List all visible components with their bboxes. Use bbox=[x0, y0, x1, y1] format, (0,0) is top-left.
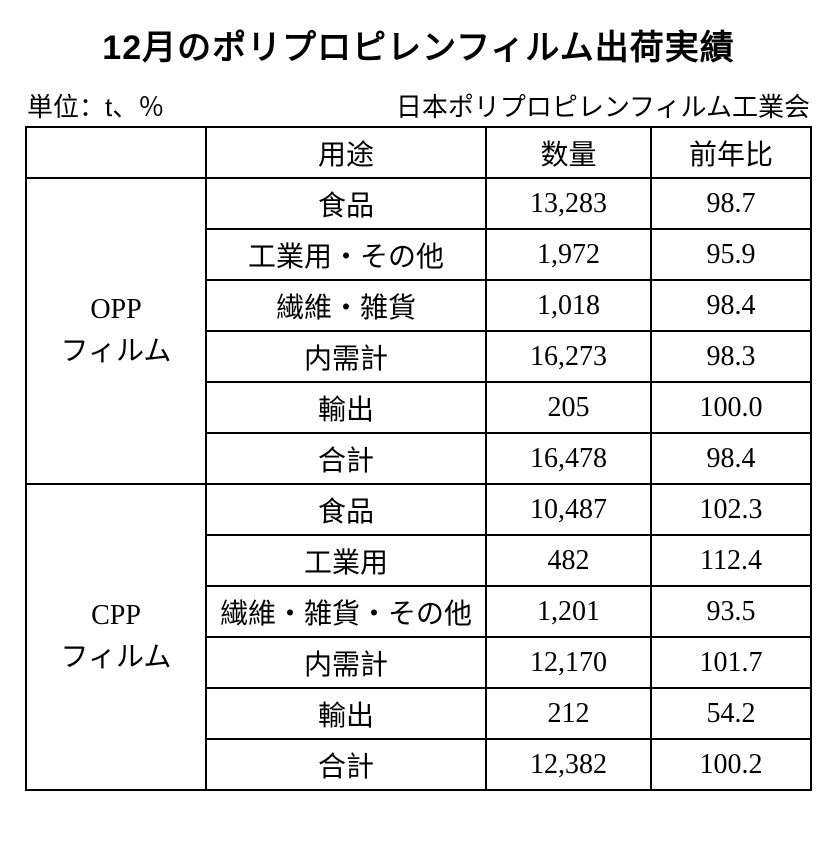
category-opp: OPP フィルム bbox=[26, 178, 206, 484]
ratio-cell: 112.4 bbox=[651, 535, 811, 586]
ratio-cell: 54.2 bbox=[651, 688, 811, 739]
quantity-cell: 10,487 bbox=[486, 484, 651, 535]
quantity-cell: 13,283 bbox=[486, 178, 651, 229]
ratio-cell: 100.0 bbox=[651, 382, 811, 433]
unit-label: 単位：t、％ bbox=[27, 87, 164, 124]
use-cell: 合計 bbox=[206, 739, 486, 790]
subheader-row: 単位：t、％ 日本ポリプロピレンフィルム工業会 bbox=[25, 87, 812, 124]
quantity-cell: 12,382 bbox=[486, 739, 651, 790]
table-row: OPP フィルム 食品 13,283 98.7 bbox=[26, 178, 811, 229]
table-row: CPP フィルム 食品 10,487 102.3 bbox=[26, 484, 811, 535]
use-cell: 輸出 bbox=[206, 382, 486, 433]
ratio-cell: 98.7 bbox=[651, 178, 811, 229]
ratio-cell: 101.7 bbox=[651, 637, 811, 688]
quantity-cell: 1,201 bbox=[486, 586, 651, 637]
quantity-cell: 16,478 bbox=[486, 433, 651, 484]
header-quantity: 数量 bbox=[486, 127, 651, 178]
category-cpp: CPP フィルム bbox=[26, 484, 206, 790]
use-cell: 内需計 bbox=[206, 331, 486, 382]
category-jp-label: フィルム bbox=[61, 642, 172, 673]
shipment-table: 用途 数量 前年比 OPP フィルム 食品 13,283 98.7 工業用・その… bbox=[25, 126, 812, 791]
ratio-cell: 102.3 bbox=[651, 484, 811, 535]
ratio-cell: 98.4 bbox=[651, 280, 811, 331]
header-ratio: 前年比 bbox=[651, 127, 811, 178]
use-cell: 工業用・その他 bbox=[206, 229, 486, 280]
quantity-cell: 205 bbox=[486, 382, 651, 433]
use-cell: 繊維・雑貨・その他 bbox=[206, 586, 486, 637]
ratio-cell: 95.9 bbox=[651, 229, 811, 280]
quantity-cell: 12,170 bbox=[486, 637, 651, 688]
header-use: 用途 bbox=[206, 127, 486, 178]
quantity-cell: 482 bbox=[486, 535, 651, 586]
use-cell: 繊維・雑貨 bbox=[206, 280, 486, 331]
use-cell: 輸出 bbox=[206, 688, 486, 739]
header-blank bbox=[26, 127, 206, 178]
page-title: 12月のポリプロピレンフィルム出荷実績 bbox=[25, 20, 812, 69]
ratio-cell: 93.5 bbox=[651, 586, 811, 637]
quantity-cell: 212 bbox=[486, 688, 651, 739]
use-cell: 食品 bbox=[206, 178, 486, 229]
use-cell: 工業用 bbox=[206, 535, 486, 586]
source-label: 日本ポリプロピレンフィルム工業会 bbox=[396, 87, 810, 124]
category-jp-label: フィルム bbox=[61, 336, 172, 367]
quantity-cell: 1,018 bbox=[486, 280, 651, 331]
category-en-label: OPP bbox=[90, 294, 141, 325]
category-en-label: CPP bbox=[91, 600, 141, 631]
quantity-cell: 16,273 bbox=[486, 331, 651, 382]
ratio-cell: 100.2 bbox=[651, 739, 811, 790]
ratio-cell: 98.4 bbox=[651, 433, 811, 484]
ratio-cell: 98.3 bbox=[651, 331, 811, 382]
quantity-cell: 1,972 bbox=[486, 229, 651, 280]
use-cell: 内需計 bbox=[206, 637, 486, 688]
use-cell: 食品 bbox=[206, 484, 486, 535]
use-cell: 合計 bbox=[206, 433, 486, 484]
table-header-row: 用途 数量 前年比 bbox=[26, 127, 811, 178]
